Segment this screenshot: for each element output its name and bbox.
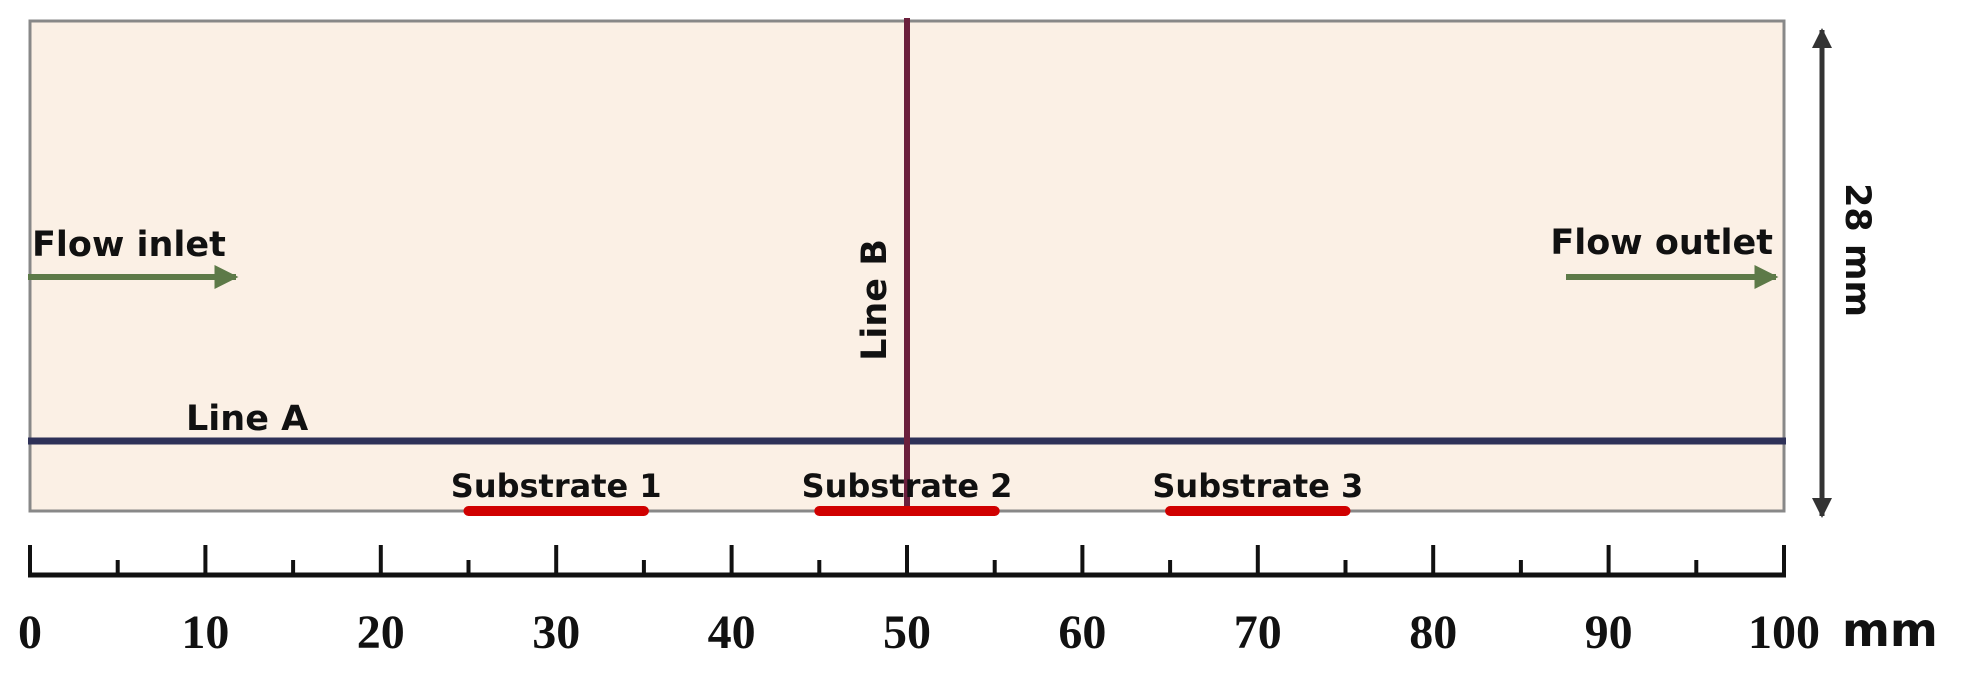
scale-tick-label: 30 <box>532 606 580 659</box>
line-b-label: Line B <box>855 239 895 361</box>
scale-bar: 0 10 20 30 40 50 60 70 80 90 100 mm <box>18 545 1938 659</box>
line-a-label: Line A <box>186 399 308 439</box>
scale-tick-label: 80 <box>1409 606 1457 659</box>
substrate-1-label: Substrate 1 <box>451 467 662 505</box>
flow-outlet-label: Flow outlet <box>1550 223 1773 263</box>
scale-tick-label: 90 <box>1585 606 1633 659</box>
flow-inlet-label: Flow inlet <box>32 225 226 265</box>
scale-tick-label: 20 <box>357 606 405 659</box>
scale-tick-label: 60 <box>1058 606 1106 659</box>
scale-tick-label: 40 <box>708 606 756 659</box>
scale-tick-label: 70 <box>1234 606 1282 659</box>
height-dimension-label: 28 mm <box>1837 183 1877 317</box>
substrate-3-label: Substrate 3 <box>1152 467 1363 505</box>
scale-tick-label: 100 <box>1748 606 1820 659</box>
substrates: Substrate 1 Substrate 2 Substrate 3 <box>451 467 1363 516</box>
scale-unit-label: mm <box>1842 603 1938 657</box>
scale-tick-label: 0 <box>18 606 42 659</box>
scale-tick-label: 50 <box>883 606 931 659</box>
substrate-2-label: Substrate 2 <box>802 467 1013 505</box>
scale-tick-label: 10 <box>181 606 229 659</box>
